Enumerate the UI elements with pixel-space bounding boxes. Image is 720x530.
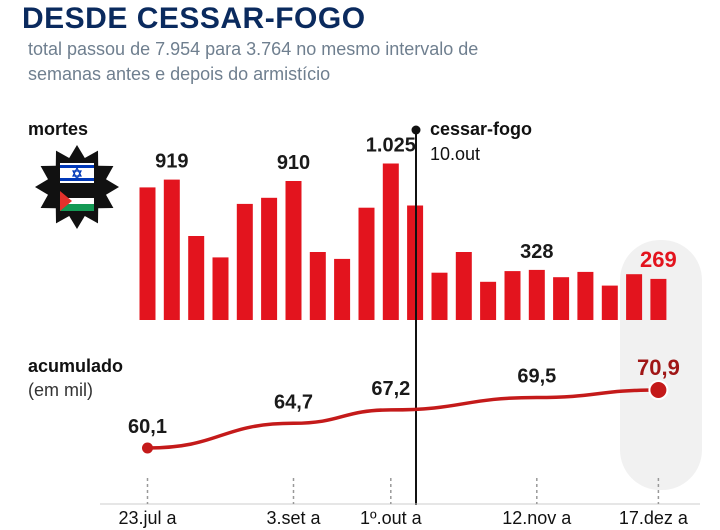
cumulative-label: acumulado [28, 356, 123, 376]
deaths-bars [139, 163, 667, 320]
cumulative-label: 69,5 [517, 366, 556, 388]
badge-star-icon [35, 145, 119, 229]
cumulative-line [145, 388, 661, 450]
cumulative-label: 64,7 [274, 391, 313, 413]
chart-title: DESDE CESSAR-FOGO [22, 2, 366, 35]
deaths-bar [212, 257, 229, 320]
palestine-flag-icon [60, 191, 94, 211]
deaths-bar [431, 272, 448, 320]
deaths-bar [358, 207, 375, 320]
deaths-bar [626, 274, 643, 320]
deaths-bar [139, 187, 156, 320]
cumulative-unit: (em mil) [28, 380, 93, 400]
deaths-bar-labels: 919 910 1.025 328 269 [155, 135, 677, 272]
cumulative-point [648, 380, 669, 400]
x-tick-label: 1º.out a [360, 508, 423, 528]
deaths-bar [650, 278, 667, 320]
deaths-bar [309, 252, 326, 320]
deaths-bar-label: 919 [155, 151, 188, 173]
chart-subtitle-line1: total passou de 7.954 para 3.764 no mesm… [28, 39, 478, 59]
deaths-bar [236, 203, 253, 320]
deaths-bar-label: 269 [640, 247, 677, 272]
cumulative-label: 70,9 [637, 355, 680, 380]
deaths-bar [553, 277, 570, 320]
deaths-bar [577, 271, 594, 320]
x-tick-label: 23.jul a [118, 508, 177, 528]
cumulative-point [142, 442, 153, 454]
deaths-bar [480, 281, 497, 320]
deaths-bar [528, 269, 545, 320]
cumulative-points [142, 380, 669, 454]
deaths-bar-label: 328 [520, 241, 553, 263]
chart-subtitle-line2: semanas antes e depois do armistício [28, 64, 330, 84]
deaths-bar [285, 181, 302, 320]
deaths-bar [504, 271, 521, 320]
x-tick-label: 3.set a [266, 508, 321, 528]
deaths-bar [382, 163, 399, 320]
x-tick-label: 17.dez a [619, 508, 689, 528]
deaths-label: mortes [28, 119, 88, 139]
cumulative-labels: 60,1 64,7 67,2 69,5 70,9 [128, 355, 680, 438]
deaths-bar [455, 252, 472, 320]
deaths-bar-label: 910 [277, 152, 310, 174]
cumulative-label: 60,1 [128, 416, 167, 438]
deaths-bar-label: 1.025 [366, 135, 416, 157]
flag-badge [35, 145, 119, 229]
deaths-bar [601, 285, 618, 320]
israel-flag-icon [60, 163, 94, 183]
ceasefire-date: 10.out [430, 144, 480, 164]
x-tick-label: 12.nov a [502, 508, 572, 528]
ceasefire-marker [411, 125, 421, 135]
deaths-bar [163, 179, 180, 320]
deaths-bar [188, 236, 205, 320]
ceasefire-label: cessar-fogo [430, 119, 532, 139]
x-ticks: 23.jul a 3.set a 1º.out a 12.nov a 17.dez a [118, 478, 689, 528]
deaths-bar [261, 197, 278, 320]
cumulative-label: 67,2 [371, 378, 410, 400]
deaths-bar [334, 258, 351, 320]
